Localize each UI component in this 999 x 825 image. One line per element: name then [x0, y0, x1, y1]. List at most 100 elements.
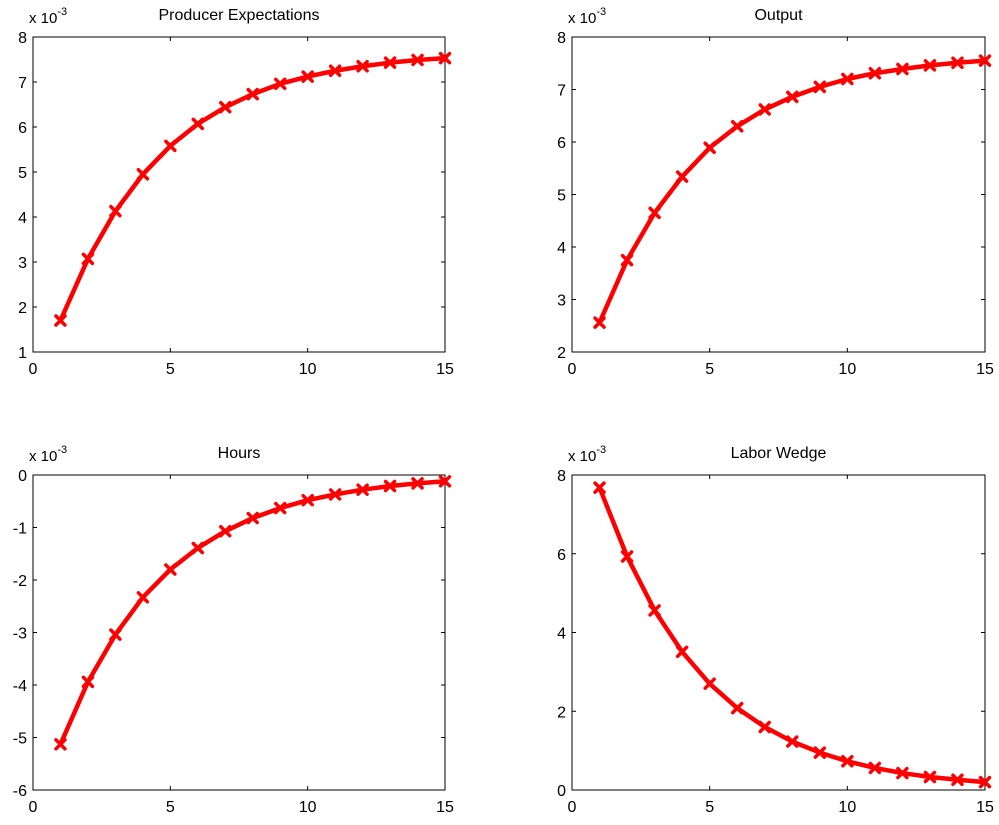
data-point-marker	[191, 117, 205, 131]
data-point-marker	[923, 770, 937, 784]
y-tick-label: 6	[557, 547, 566, 564]
data-point-marker	[620, 253, 634, 267]
data-point-marker	[301, 70, 314, 83]
data-point-marker	[219, 524, 232, 538]
data-point-marker	[951, 773, 964, 787]
x-tick-label: 5	[166, 361, 175, 378]
data-point-marker	[164, 563, 177, 576]
data-point-marker	[328, 64, 342, 77]
x-tick-label: 15	[976, 361, 994, 378]
data-point-marker	[813, 80, 827, 94]
plot-area-frame	[571, 36, 986, 353]
axis-multiplier: x 10-3	[29, 444, 67, 465]
y-tick-label: 2	[557, 704, 566, 721]
y-tick-label: 0	[557, 783, 566, 800]
y-tick-label: 5	[18, 165, 27, 182]
data-point-marker	[136, 591, 150, 604]
data-point-marker	[923, 59, 937, 72]
data-point-marker	[109, 628, 122, 641]
y-tick-label: 8	[557, 468, 566, 485]
data-point-marker	[54, 738, 67, 751]
data-point-marker	[593, 316, 606, 329]
data-point-marker	[703, 677, 716, 690]
data-point-marker	[81, 675, 95, 689]
chart-panel: 0 5 10 15-6-5-4-3-2-10x 10-3 Hours	[13, 444, 454, 816]
x-tick-label: 0	[29, 799, 38, 816]
data-point-marker	[896, 766, 909, 780]
y-tick-label: 6	[18, 120, 27, 137]
data-point-marker	[896, 62, 909, 76]
data-point-marker	[81, 252, 95, 266]
chart-panel: 0 5 10 15 2 3 4 5 6 7 8x 10-3 Output	[557, 6, 994, 378]
data-point-marker	[328, 488, 342, 501]
data-point-marker	[786, 735, 799, 748]
plot-area-frame	[571, 474, 986, 791]
axis-multiplier-exponent: -3	[57, 444, 67, 456]
data-point-marker	[246, 511, 259, 525]
data-point-marker	[411, 53, 424, 67]
data-point-marker	[109, 204, 122, 218]
x-tick-label: 15	[976, 799, 994, 816]
y-tick-label: 7	[557, 83, 566, 100]
data-point-marker	[648, 206, 661, 220]
x-tick-label: 5	[705, 799, 714, 816]
data-point-marker	[356, 60, 369, 73]
data-point-marker	[273, 501, 287, 515]
x-tick-label: 15	[436, 361, 454, 378]
data-point-marker	[411, 477, 424, 490]
data-point-marker	[273, 77, 287, 91]
y-tick-label: 4	[557, 626, 566, 643]
data-point-marker	[593, 481, 606, 494]
axis-multiplier: x 10-3	[568, 6, 606, 27]
x-tick-label: 10	[838, 799, 856, 816]
data-point-marker	[868, 66, 882, 80]
data-point-marker	[730, 701, 744, 715]
y-tick-label: 1	[18, 345, 27, 362]
y-tick-label: -1	[13, 521, 27, 538]
y-tick-label: -4	[13, 678, 27, 695]
y-tick-label: 4	[557, 240, 566, 257]
data-point-marker	[301, 493, 314, 507]
data-point-marker	[438, 51, 452, 65]
data-point-marker	[620, 550, 634, 563]
y-tick-label: 5	[557, 188, 566, 205]
data-point-marker	[758, 720, 771, 734]
data-point-marker	[730, 120, 744, 133]
y-tick-label: 2	[557, 345, 566, 362]
axis-multiplier-exponent: -3	[596, 6, 606, 18]
y-tick-label: 2	[18, 300, 27, 317]
data-point-marker	[191, 541, 205, 555]
axis-multiplier: x 10-3	[29, 6, 67, 27]
data-point-marker	[841, 72, 854, 86]
x-tick-label: 5	[705, 361, 714, 378]
x-tick-label: 10	[838, 361, 856, 378]
data-point-marker	[675, 170, 689, 183]
x-tick-label: 0	[29, 361, 38, 378]
data-point-marker	[383, 56, 397, 69]
x-tick-label: 10	[299, 361, 317, 378]
data-point-marker	[246, 87, 259, 101]
data-point-marker	[813, 746, 827, 759]
chart-panel: 0 5 10 15 1 2 3 4 5 6 7 8x 10-3 Producer Expectation…	[18, 6, 454, 378]
axis-multiplier-exponent: -3	[596, 444, 606, 456]
data-point-marker	[383, 479, 397, 493]
x-tick-label: 0	[568, 361, 577, 378]
data-point-marker	[978, 54, 992, 67]
x-tick-label: 15	[436, 799, 454, 816]
y-tick-label: 7	[18, 75, 27, 92]
y-tick-label: -6	[13, 783, 27, 800]
y-tick-label: 3	[18, 255, 27, 272]
x-tick-label: 5	[166, 799, 175, 816]
chart-title: Producer Expectations	[159, 7, 320, 24]
data-point-marker	[951, 56, 964, 69]
data-point-marker	[703, 141, 716, 155]
data-point-marker	[868, 761, 882, 775]
axis-multiplier: x 10-3	[568, 444, 606, 465]
data-point-marker	[786, 90, 799, 104]
chart-title: Output	[754, 7, 803, 24]
y-tick-label: -3	[13, 626, 27, 643]
y-tick-label: -2	[13, 573, 27, 590]
y-tick-label: 8	[557, 30, 566, 47]
data-point-marker	[841, 755, 854, 768]
y-tick-label: 8	[18, 30, 27, 47]
